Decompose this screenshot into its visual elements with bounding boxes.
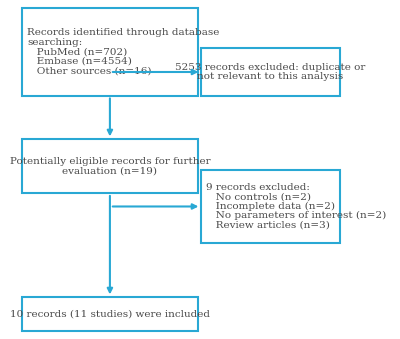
Text: 9 records excluded:: 9 records excluded: xyxy=(206,183,310,192)
Text: Incomplete data (n=2): Incomplete data (n=2) xyxy=(206,202,335,211)
Text: No parameters of interest (n=2): No parameters of interest (n=2) xyxy=(206,211,386,220)
Text: PubMed (n=702): PubMed (n=702) xyxy=(27,47,127,56)
Text: Potentially eligible records for further: Potentially eligible records for further xyxy=(10,157,210,166)
FancyBboxPatch shape xyxy=(201,170,340,243)
FancyBboxPatch shape xyxy=(22,297,198,331)
Text: searching:: searching: xyxy=(27,38,82,47)
Text: No controls (n=2): No controls (n=2) xyxy=(206,193,311,202)
Text: Other sources (n=16): Other sources (n=16) xyxy=(27,66,152,75)
FancyBboxPatch shape xyxy=(201,48,340,96)
Text: not relevant to this analysis: not relevant to this analysis xyxy=(198,72,344,81)
Text: 5253 records excluded: duplicate or: 5253 records excluded: duplicate or xyxy=(176,63,366,72)
FancyBboxPatch shape xyxy=(22,139,198,193)
Text: evaluation (n=19): evaluation (n=19) xyxy=(62,166,158,175)
Text: Review articles (n=3): Review articles (n=3) xyxy=(206,221,330,230)
Text: Records identified through database: Records identified through database xyxy=(27,28,220,38)
FancyBboxPatch shape xyxy=(22,8,198,96)
Text: Embase (n=4554): Embase (n=4554) xyxy=(27,57,132,66)
Text: 10 records (11 studies) were included: 10 records (11 studies) were included xyxy=(10,310,210,319)
